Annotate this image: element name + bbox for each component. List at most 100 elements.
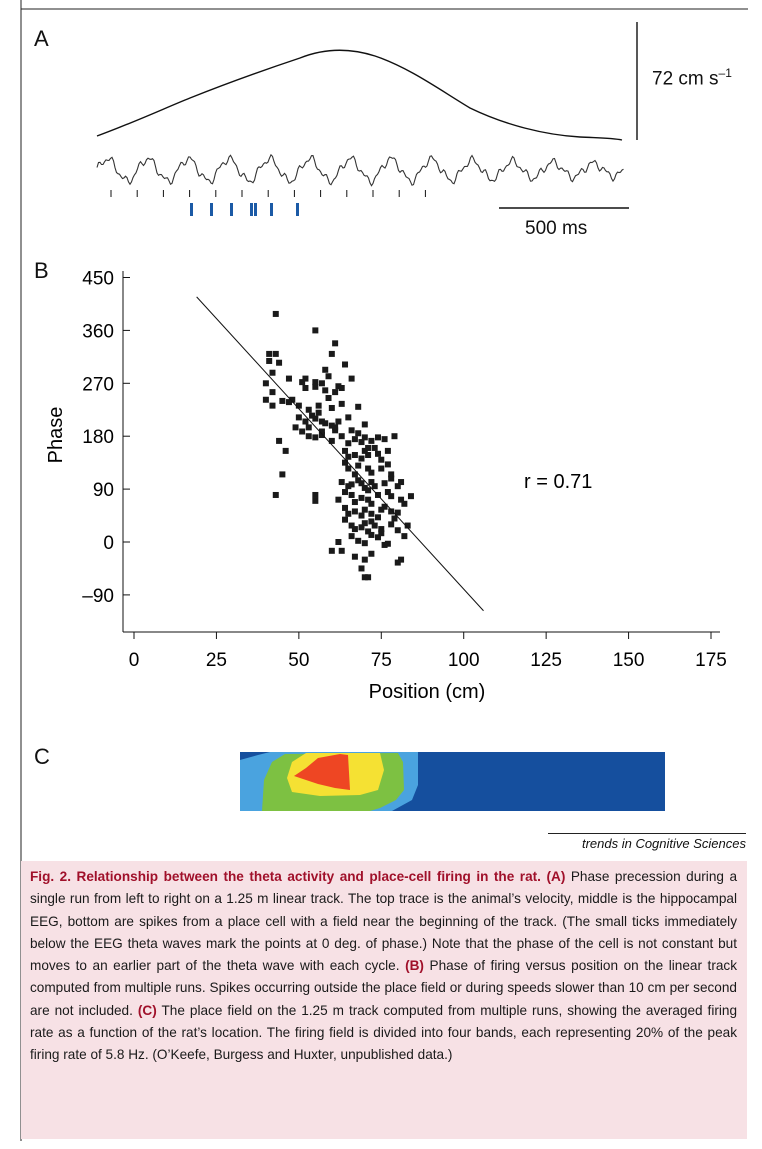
caption-background [21, 861, 747, 1139]
scatter-point [342, 504, 349, 511]
scatter-point [378, 456, 385, 463]
scatter-point [269, 369, 276, 376]
scatter-point [378, 506, 385, 513]
scatter-point [361, 574, 368, 581]
caption-tag-b: (B) [405, 958, 424, 974]
scatter-point [272, 491, 279, 498]
velocity-scale-label: 72 cm s–1 [652, 66, 732, 90]
x-tick-label: 50 [288, 650, 309, 671]
scatter-point [332, 340, 339, 347]
scatter-point [279, 397, 286, 404]
scatter-point [302, 385, 309, 392]
scatter-point [335, 383, 342, 390]
scatter-point [342, 447, 349, 454]
x-tick-label: 100 [448, 650, 480, 671]
scatter-point [358, 524, 365, 531]
scatter-point [365, 487, 372, 494]
scatter-point [374, 450, 381, 457]
scatter-point [368, 518, 375, 525]
scatter-point [305, 424, 312, 431]
scatter-point [315, 409, 322, 416]
x-tick-label: 75 [371, 650, 392, 671]
spike-mark [210, 203, 213, 216]
scatter-point [269, 389, 276, 396]
scatter-point [371, 522, 378, 529]
scatter-point [365, 496, 372, 503]
scatter-point [318, 418, 325, 425]
scatter-point [302, 375, 309, 382]
scatter-point [351, 452, 358, 459]
scatter-point [338, 385, 345, 392]
x-tick-label: 125 [530, 650, 562, 671]
scatter-point [305, 433, 312, 440]
scatter-point [365, 574, 372, 581]
scatter-point [394, 483, 401, 490]
figure-graphics: –90 0 90 180 270 360 450 0 25 50 75 100 125 150 175 P… [45, 22, 727, 811]
scatter-point [328, 422, 335, 429]
scatter-point [276, 437, 283, 444]
scatter-point [358, 565, 365, 572]
caption-tag-c: (C) [137, 1002, 157, 1018]
scatter-point [381, 541, 388, 548]
scatter-point [358, 439, 365, 446]
scatter-point [351, 471, 358, 478]
panel-a-label: A [34, 26, 49, 51]
scatter-point [365, 528, 372, 535]
scatter-point [312, 383, 319, 390]
y-tick-label: 270 [82, 374, 114, 395]
spike-mark [250, 203, 253, 216]
y-tick-label: 90 [93, 480, 114, 501]
scatter-point [312, 497, 319, 504]
spike-mark [270, 203, 273, 216]
scatter-point [378, 530, 385, 537]
spike-mark [254, 203, 257, 216]
scatter-point [351, 553, 358, 560]
scatter-point [318, 428, 325, 435]
scatter-point [295, 402, 302, 409]
scatter-point [345, 453, 352, 460]
scatter-point [285, 399, 292, 406]
scatter-point [348, 375, 355, 382]
eeg-trace [96, 153, 624, 187]
scatter-point [312, 491, 319, 498]
scatter-point [279, 471, 286, 478]
velocity-trace [96, 49, 623, 141]
scatter-point [368, 531, 375, 538]
scatter-point [388, 475, 395, 482]
scatter-point [394, 559, 401, 566]
scatter-point [371, 483, 378, 490]
scatter-point [335, 496, 342, 503]
scatter-point [355, 537, 362, 544]
scatter-point [361, 447, 368, 454]
scatter-point [365, 444, 372, 451]
scatter-point [384, 447, 391, 454]
scatter-point [328, 404, 335, 411]
y-tick-label: 360 [82, 321, 114, 342]
phase-position-scatter: –90 0 90 180 270 360 450 0 25 50 75 100 125 150 175 P… [45, 269, 727, 704]
x-tick-label: 0 [129, 650, 140, 671]
scatter-point [401, 533, 408, 540]
figure-caption: Fig. 2. Relationship between the theta a… [30, 866, 737, 1067]
scatter-point [266, 357, 273, 364]
scatter-point [384, 540, 391, 547]
scatter-point [351, 508, 358, 515]
scatter-point [388, 493, 395, 500]
scatter-point [299, 428, 306, 435]
y-axis-label: Phase [45, 407, 67, 464]
caption-tag-a: (A) [546, 869, 566, 884]
scatter-point [345, 414, 352, 421]
scatter-point [338, 547, 345, 554]
scatter-point [269, 402, 276, 409]
scatter-point [312, 379, 319, 386]
caption-text-b: Phase of firing versus position on the l… [30, 958, 738, 1018]
scatter-point [322, 387, 329, 394]
scatter-point [345, 465, 352, 472]
scatter-point [351, 499, 358, 506]
scatter-point [388, 471, 395, 478]
scatter-point [345, 483, 352, 490]
scatter-point [384, 489, 391, 496]
scatter-point [358, 512, 365, 519]
scatter-point [361, 520, 368, 527]
scatter-point [282, 447, 289, 454]
scatter-point [332, 427, 339, 434]
